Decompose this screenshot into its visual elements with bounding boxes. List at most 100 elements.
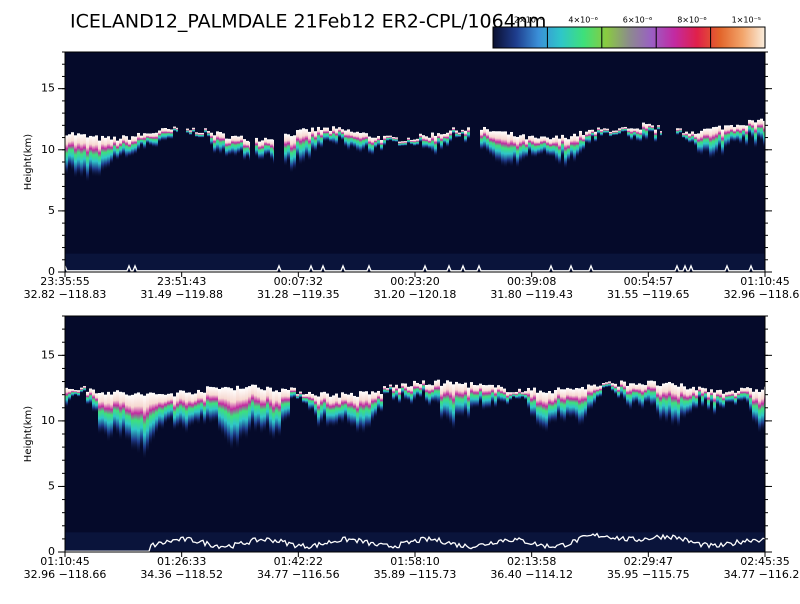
backscatter-column <box>486 129 489 153</box>
backscatter-column <box>635 384 638 403</box>
backscatter-column <box>128 139 131 157</box>
backscatter-column <box>527 387 530 410</box>
backscatter-column <box>519 135 522 163</box>
x-coord-label: 32.82 −118.83 <box>24 288 107 301</box>
backscatter-column <box>431 385 434 403</box>
backscatter-column <box>401 383 404 395</box>
backscatter-column <box>458 383 461 418</box>
backscatter-column <box>122 135 125 156</box>
backscatter-column <box>518 388 521 400</box>
backscatter-column <box>624 126 627 132</box>
backscatter-column <box>173 126 176 132</box>
backscatter-column <box>422 380 425 393</box>
backscatter-column <box>754 122 757 149</box>
backscatter-column <box>110 394 113 439</box>
backscatter-column <box>745 125 748 147</box>
backscatter-column <box>161 128 164 141</box>
backscatter-column <box>359 391 362 432</box>
backscatter-column <box>482 384 485 411</box>
backscatter-column <box>654 129 657 143</box>
backscatter-column <box>638 383 641 408</box>
backscatter-column <box>688 133 691 144</box>
backscatter-column <box>740 387 743 402</box>
backscatter-column <box>570 136 573 158</box>
backscatter-column <box>540 136 543 156</box>
backscatter-column <box>83 386 86 392</box>
backscatter-column <box>530 390 533 418</box>
x-tick-label: 00:07:32 <box>274 275 323 288</box>
backscatter-column <box>149 392 152 445</box>
backscatter-column <box>721 129 724 157</box>
backscatter-column <box>239 388 242 440</box>
backscatter-column <box>77 390 80 397</box>
backscatter-column <box>314 131 317 153</box>
backscatter-column <box>329 396 332 427</box>
surface-return <box>64 264 765 272</box>
backscatter-column <box>647 380 650 404</box>
backscatter-column <box>504 131 507 168</box>
backscatter-column <box>179 390 182 427</box>
backscatter-column <box>215 387 218 422</box>
backscatter-column <box>558 138 561 166</box>
x-tick-label: 01:10:45 <box>740 275 789 288</box>
backscatter-column <box>718 125 721 149</box>
backscatter-column <box>557 387 560 416</box>
backscatter-column <box>510 131 513 167</box>
backscatter-column <box>332 126 335 145</box>
backscatter-column <box>434 135 437 156</box>
backscatter-column <box>722 393 725 410</box>
backscatter-column <box>107 391 110 442</box>
backscatter-column <box>512 392 515 398</box>
backscatter-column <box>534 137 537 158</box>
backscatter-column <box>158 130 161 143</box>
backscatter-column <box>470 382 473 410</box>
y-tick-label: 10 <box>41 143 55 156</box>
backscatter-column <box>676 128 679 136</box>
backscatter-column <box>143 395 146 460</box>
backscatter-column <box>329 130 332 143</box>
backscatter-column <box>203 392 206 426</box>
x-tick-label: 01:58:10 <box>390 555 439 568</box>
backscatter-column <box>725 392 728 404</box>
backscatter-column <box>609 131 612 137</box>
backscatter-column <box>416 382 419 397</box>
backscatter-column <box>374 392 377 418</box>
backscatter-column <box>707 392 710 412</box>
backscatter-column <box>724 125 727 149</box>
backscatter-column <box>401 141 404 147</box>
backscatter-column <box>679 128 682 134</box>
backscatter-column <box>266 386 269 427</box>
backscatter-column <box>222 133 225 152</box>
backscatter-column <box>192 127 195 133</box>
backscatter-column <box>524 391 527 401</box>
backscatter-column <box>618 128 621 135</box>
backscatter-column <box>299 391 302 399</box>
backscatter-column <box>206 386 209 422</box>
backscatter-column <box>513 136 516 161</box>
backscatter-column <box>659 386 662 422</box>
backscatter-column <box>455 381 458 418</box>
backscatter-column <box>264 137 267 157</box>
backscatter-column <box>758 391 761 433</box>
backscatter-column <box>125 394 128 441</box>
backscatter-column <box>95 135 98 178</box>
backscatter-column <box>489 131 492 156</box>
backscatter-column <box>284 133 287 166</box>
x-tick-label: 01:42:22 <box>274 555 323 568</box>
backscatter-column <box>425 384 428 403</box>
y-tick-label: 10 <box>41 414 55 427</box>
backscatter-column <box>293 135 296 171</box>
backscatter-column <box>104 394 107 436</box>
backscatter-column <box>662 383 665 420</box>
backscatter-column <box>155 394 158 434</box>
backscatter-column <box>602 383 605 389</box>
backscatter-column <box>706 128 709 153</box>
backscatter-column <box>284 388 287 422</box>
backscatter-column <box>539 390 542 430</box>
backscatter-column <box>323 127 326 142</box>
backscatter-column <box>549 139 552 157</box>
backscatter-column <box>237 136 240 155</box>
backscatter-column <box>80 387 83 393</box>
x-coord-label: 31.55 −119.65 <box>607 288 690 301</box>
backscatter-column <box>116 390 119 436</box>
